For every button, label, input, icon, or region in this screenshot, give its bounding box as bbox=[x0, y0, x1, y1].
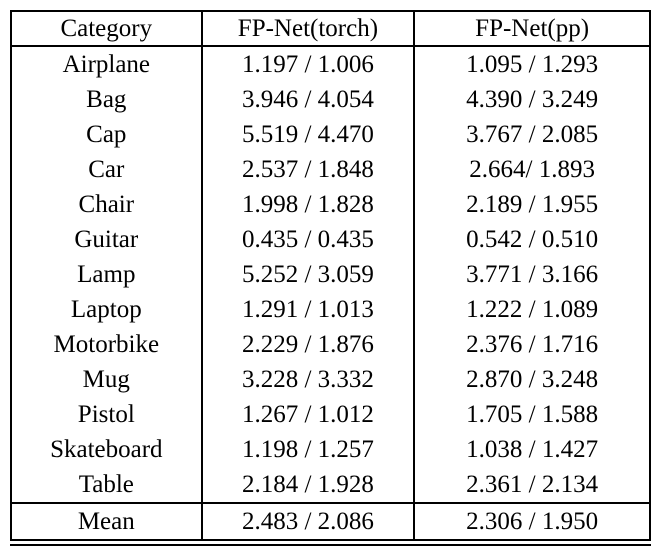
header-fpnet-torch: FP-Net(torch) bbox=[200, 11, 415, 47]
pp-value-cell: 2.664/ 1.893 bbox=[413, 152, 650, 187]
torch-value-cell: 1.291 / 1.013 bbox=[200, 292, 415, 327]
table-row: Pistol 1.267 / 1.012 1.705 / 1.588 bbox=[11, 397, 650, 432]
results-table: Category FP-Net(torch) FP-Net(pp) Airpla… bbox=[10, 10, 651, 541]
category-cell: Table bbox=[78, 471, 134, 498]
table-row: Bag 3.946 / 4.054 4.390 / 3.249 bbox=[11, 82, 650, 117]
torch-value-cell: 1.198 / 1.257 bbox=[200, 432, 415, 467]
category-cell: Skateboard bbox=[50, 436, 163, 463]
category-cell: Car bbox=[88, 156, 125, 183]
pp-value-cell: 1.095 / 1.293 bbox=[413, 46, 650, 82]
results-table-container: Category FP-Net(torch) FP-Net(pp) Airpla… bbox=[10, 10, 651, 546]
category-cell: Mug bbox=[82, 366, 130, 393]
table-row: Skateboard 1.198 / 1.257 1.038 / 1.427 bbox=[11, 432, 650, 467]
pp-value-cell: 1.222 / 1.089 bbox=[413, 292, 650, 327]
category-cell: Airplane bbox=[62, 51, 151, 78]
mean-label-cell: Mean bbox=[11, 502, 202, 540]
pp-value-cell: 2.189 / 1.955 bbox=[413, 187, 650, 222]
mean-row: Mean 2.483 / 2.086 2.306 / 1.950 bbox=[11, 502, 650, 540]
double-bottom-rule bbox=[10, 544, 651, 546]
torch-value-cell: 1.197 / 1.006 bbox=[200, 46, 415, 82]
mean-torch-value-cell: 2.483 / 2.086 bbox=[200, 502, 415, 540]
category-cell: Pistol bbox=[77, 401, 135, 428]
torch-value-cell: 3.228 / 3.332 bbox=[200, 362, 415, 397]
category-cell: Lamp bbox=[77, 261, 136, 288]
table-row: Car 2.537 / 1.848 2.664/ 1.893 bbox=[11, 152, 650, 187]
table-header: Category FP-Net(torch) FP-Net(pp) bbox=[11, 11, 650, 47]
category-cell: Cap bbox=[86, 121, 127, 148]
header-row: Category FP-Net(torch) FP-Net(pp) bbox=[11, 11, 650, 47]
header-fpnet-pp: FP-Net(pp) bbox=[413, 11, 650, 47]
table-body: Airplane 1.197 / 1.006 1.095 / 1.293 Bag 3.9… bbox=[11, 46, 650, 503]
table-row: Mug 3.228 / 3.332 2.870 / 3.248 bbox=[11, 362, 650, 397]
pp-value-cell: 1.705 / 1.588 bbox=[413, 397, 650, 432]
torch-value-cell: 2.229 / 1.876 bbox=[200, 327, 415, 362]
header-category: Category bbox=[11, 11, 202, 47]
pp-value-cell: 2.376 / 1.716 bbox=[413, 327, 650, 362]
category-cell: Motorbike bbox=[53, 331, 160, 358]
pp-value-cell: 3.771 / 3.166 bbox=[413, 257, 650, 292]
pp-value-cell: 2.361 / 2.134 bbox=[413, 467, 650, 503]
table-row: Table 2.184 / 1.928 2.361 / 2.134 bbox=[11, 467, 650, 503]
table-row: Laptop 1.291 / 1.013 1.222 / 1.089 bbox=[11, 292, 650, 327]
torch-value-cell: 1.998 / 1.828 bbox=[200, 187, 415, 222]
torch-value-cell: 1.267 / 1.012 bbox=[200, 397, 415, 432]
table-row: Guitar 0.435 / 0.435 0.542 / 0.510 bbox=[11, 222, 650, 257]
torch-value-cell: 5.252 / 3.059 bbox=[200, 257, 415, 292]
torch-value-cell: 0.435 / 0.435 bbox=[200, 222, 415, 257]
table-row: Cap 5.519 / 4.470 3.767 / 2.085 bbox=[11, 117, 650, 152]
category-cell: Laptop bbox=[70, 296, 142, 323]
torch-value-cell: 3.946 / 4.054 bbox=[200, 82, 415, 117]
table-footer: Mean 2.483 / 2.086 2.306 / 1.950 bbox=[11, 502, 650, 540]
table-row: Motorbike 2.229 / 1.876 2.376 / 1.716 bbox=[11, 327, 650, 362]
torch-value-cell: 2.184 / 1.928 bbox=[200, 467, 415, 503]
table-row: Lamp 5.252 / 3.059 3.771 / 3.166 bbox=[11, 257, 650, 292]
pp-value-cell: 2.870 / 3.248 bbox=[413, 362, 650, 397]
pp-value-cell: 1.038 / 1.427 bbox=[413, 432, 650, 467]
table-row: Chair 1.998 / 1.828 2.189 / 1.955 bbox=[11, 187, 650, 222]
table-row: Airplane 1.197 / 1.006 1.095 / 1.293 bbox=[11, 46, 650, 82]
mean-pp-value-cell: 2.306 / 1.950 bbox=[413, 502, 650, 540]
category-cell: Bag bbox=[86, 86, 127, 113]
pp-value-cell: 0.542 / 0.510 bbox=[413, 222, 650, 257]
pp-value-cell: 3.767 / 2.085 bbox=[413, 117, 650, 152]
pp-value-cell: 4.390 / 3.249 bbox=[413, 82, 650, 117]
category-cell: Chair bbox=[78, 191, 135, 218]
category-cell: Guitar bbox=[74, 226, 139, 253]
torch-value-cell: 2.537 / 1.848 bbox=[200, 152, 415, 187]
torch-value-cell: 5.519 / 4.470 bbox=[200, 117, 415, 152]
